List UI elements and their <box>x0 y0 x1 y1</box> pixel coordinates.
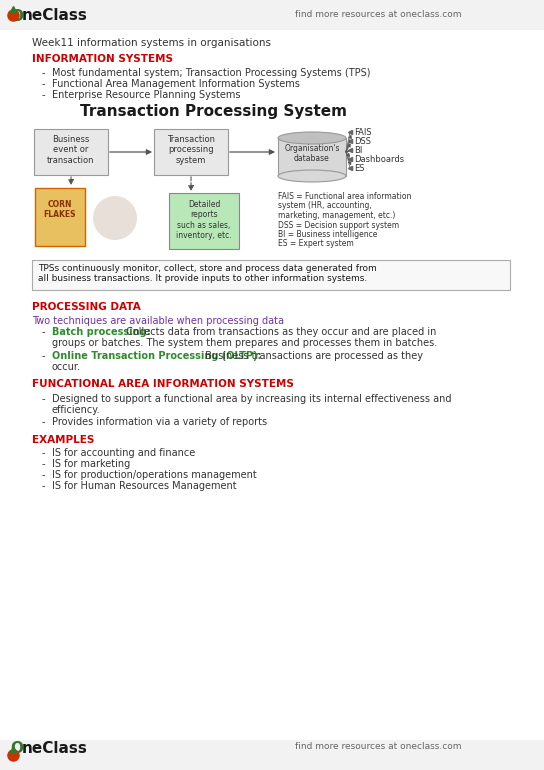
Text: Batch processing:: Batch processing: <box>52 327 151 337</box>
Text: -: - <box>42 459 46 469</box>
Text: IS for production/operations management: IS for production/operations management <box>52 470 257 480</box>
Bar <box>0 740 544 770</box>
Text: marketing, management, etc.): marketing, management, etc.) <box>278 211 395 220</box>
Text: -: - <box>42 394 46 404</box>
Text: PROCESSING DATA: PROCESSING DATA <box>32 302 141 312</box>
Text: ES = Expert system: ES = Expert system <box>278 239 354 249</box>
Bar <box>278 138 346 176</box>
Text: IS for Human Resources Management: IS for Human Resources Management <box>52 481 237 491</box>
Text: Detailed
reports
such as sales,
inventory, etc.: Detailed reports such as sales, inventor… <box>176 200 232 240</box>
Text: all business transactions. It provide inputs to other information systems.: all business transactions. It provide in… <box>38 274 367 283</box>
Text: -: - <box>42 351 46 361</box>
Text: -: - <box>42 470 46 480</box>
Text: EXAMPLES: EXAMPLES <box>32 435 94 445</box>
FancyBboxPatch shape <box>169 193 239 249</box>
Text: Designed to support a functional area by increasing its internal effectiveness a: Designed to support a functional area by… <box>52 394 452 404</box>
Text: FUNCATIONAL AREA INFORMATION SYSTEMS: FUNCATIONAL AREA INFORMATION SYSTEMS <box>32 379 294 389</box>
Text: INFORMATION SYSTEMS: INFORMATION SYSTEMS <box>32 54 173 64</box>
Text: Transaction Processing System: Transaction Processing System <box>80 104 347 119</box>
Bar <box>0 0 544 30</box>
Text: Online Transaction Processing (OLTP):: Online Transaction Processing (OLTP): <box>52 351 262 361</box>
Text: -: - <box>42 327 46 337</box>
Text: Business
event or
transaction: Business event or transaction <box>47 135 95 165</box>
Text: BI: BI <box>354 146 362 155</box>
FancyBboxPatch shape <box>154 129 228 175</box>
Text: DSS: DSS <box>354 137 371 146</box>
Text: Provides information via a variety of reports: Provides information via a variety of re… <box>52 417 267 427</box>
Ellipse shape <box>278 170 346 182</box>
Text: Dashboards: Dashboards <box>354 155 404 164</box>
Text: Functional Area Management Information Systems: Functional Area Management Information S… <box>52 79 300 89</box>
Text: CORN
FLAKES: CORN FLAKES <box>44 200 76 219</box>
Text: system (HR, accounting,: system (HR, accounting, <box>278 202 372 210</box>
Text: -: - <box>42 481 46 491</box>
Text: find more resources at oneclass.com: find more resources at oneclass.com <box>295 10 461 19</box>
Text: DSS = Decision support system: DSS = Decision support system <box>278 220 399 229</box>
Text: -: - <box>42 90 46 100</box>
Text: TPSs continuously monitor, collect, store and process data generated from: TPSs continuously monitor, collect, stor… <box>38 264 377 273</box>
Text: O: O <box>10 741 23 756</box>
Text: neClass: neClass <box>22 741 88 756</box>
Text: IS for accounting and finance: IS for accounting and finance <box>52 448 195 458</box>
Circle shape <box>93 196 137 240</box>
Text: Business transactions are processed as they: Business transactions are processed as t… <box>202 351 423 361</box>
Text: IS for marketing: IS for marketing <box>52 459 130 469</box>
Text: groups or batches. The system them prepares and processes them in batches.: groups or batches. The system them prepa… <box>52 338 437 348</box>
Text: Enterprise Resource Planning Systems: Enterprise Resource Planning Systems <box>52 90 240 100</box>
Text: FAIS: FAIS <box>354 128 372 137</box>
Bar <box>35 188 85 246</box>
Text: ES: ES <box>354 164 364 173</box>
Text: Transaction
processing
system: Transaction processing system <box>167 135 215 165</box>
Text: -: - <box>42 417 46 427</box>
Text: occur.: occur. <box>52 362 81 372</box>
Text: FAIS = Functional area information: FAIS = Functional area information <box>278 192 411 201</box>
Text: Collects data from transactions as they occur and are placed in: Collects data from transactions as they … <box>122 327 436 337</box>
Text: Most fundamental system; Transaction Processing Systems (TPS): Most fundamental system; Transaction Pro… <box>52 68 370 78</box>
Bar <box>32 260 510 290</box>
Text: O: O <box>10 9 23 24</box>
Text: -: - <box>42 68 46 78</box>
Ellipse shape <box>278 132 346 144</box>
Text: Two techniques are available when processing data: Two techniques are available when proces… <box>32 316 284 326</box>
Text: -: - <box>42 79 46 89</box>
FancyBboxPatch shape <box>34 129 108 175</box>
Text: -: - <box>42 448 46 458</box>
Text: Week11 information systems in organisations: Week11 information systems in organisati… <box>32 38 271 48</box>
Text: neClass: neClass <box>22 8 88 23</box>
Text: efficiency.: efficiency. <box>52 405 101 415</box>
Text: find more resources at oneclass.com: find more resources at oneclass.com <box>295 742 461 751</box>
Text: BI = Business intelligence: BI = Business intelligence <box>278 230 378 239</box>
Text: Organisation's
database: Organisation's database <box>285 144 340 163</box>
